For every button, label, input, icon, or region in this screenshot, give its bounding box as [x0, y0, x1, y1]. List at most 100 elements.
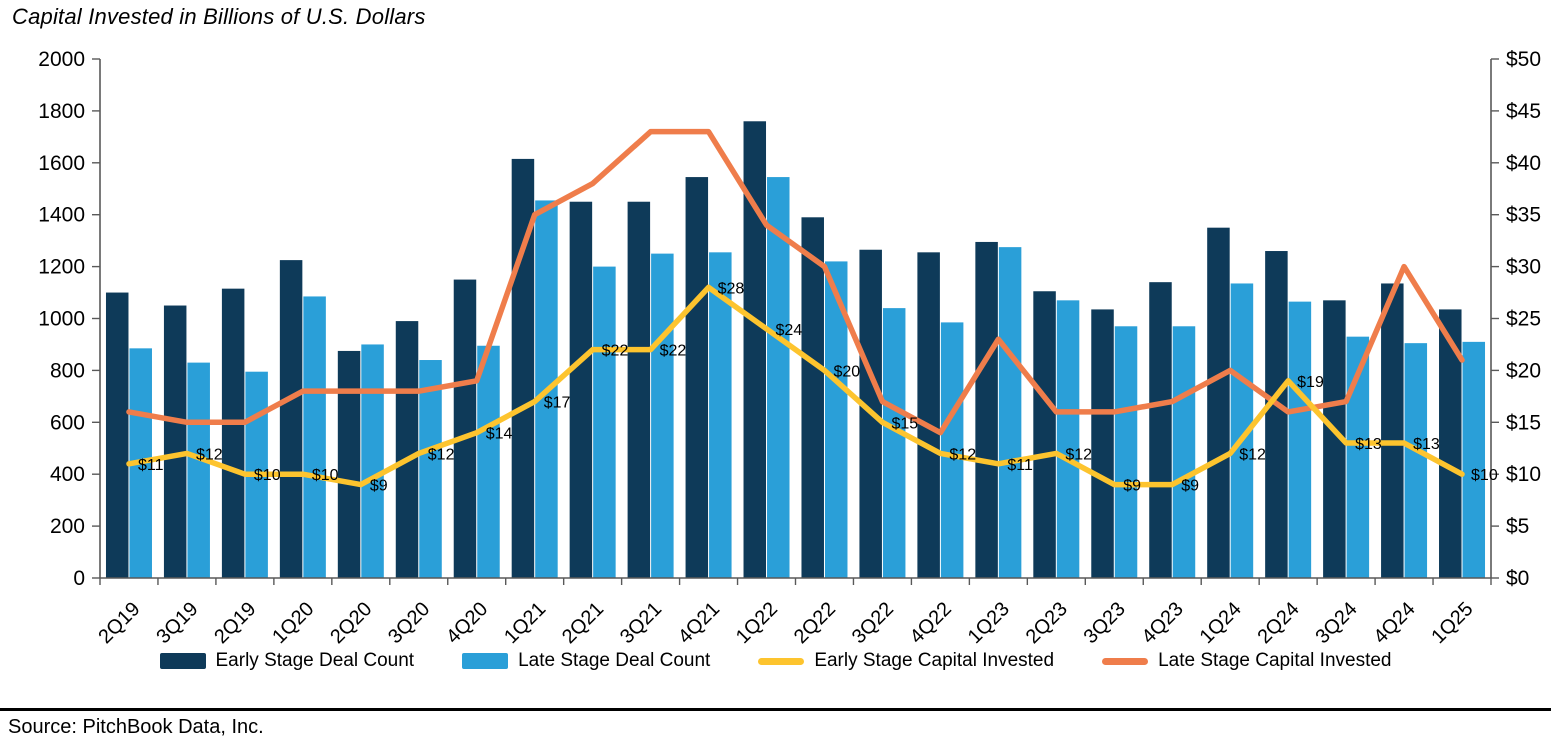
- x-axis-tick-label: 3Q24: [1311, 598, 1361, 648]
- legend-swatch-early-stage-deal-count: [159, 653, 206, 669]
- right-axis-tick-label: $15: [1506, 411, 1541, 434]
- x-axis-tick-label: 1Q23: [964, 598, 1014, 648]
- bar-early-stage-deal-count-1Q24: [1207, 227, 1230, 579]
- left-axis-tick-label: 200: [50, 515, 85, 538]
- data-label: $12: [428, 446, 455, 463]
- bar-late-stage-deal-count-2Q23: [1056, 300, 1080, 578]
- x-axis-tick-label: 1Q25: [1427, 598, 1477, 648]
- bar-early-stage-deal-count-4Q21: [685, 177, 709, 578]
- data-label: $9: [1123, 478, 1141, 495]
- bar-late-stage-deal-count-2Q20: [361, 344, 384, 578]
- footer-divider: [0, 708, 1551, 711]
- bar-early-stage-deal-count-1Q22: [743, 121, 767, 578]
- bar-early-stage-deal-count-4Q23: [1149, 282, 1172, 578]
- source-text: Source: PitchBook Data, Inc.: [8, 716, 264, 738]
- left-axis-tick-label: 0: [73, 567, 85, 590]
- data-label: $13: [1355, 436, 1382, 453]
- data-label: $13: [1413, 436, 1440, 453]
- right-axis-tick-label: $50: [1506, 48, 1541, 71]
- bar-early-stage-deal-count-2Q19: [105, 292, 129, 578]
- right-axis-tick-label: $0: [1506, 567, 1529, 590]
- legend-label-late-stage-capital-invested: Late Stage Capital Invested: [1158, 650, 1392, 671]
- right-axis-tick-label: $25: [1506, 308, 1541, 331]
- bar-late-stage-deal-count-1Q25: [1462, 341, 1486, 578]
- legend-label-early-stage-deal-count: Early Stage Deal Count: [215, 650, 415, 671]
- bar-early-stage-deal-count-3Q20: [395, 321, 419, 578]
- data-label: $20: [833, 363, 860, 380]
- x-axis-tick-label: 3Q20: [384, 598, 434, 648]
- bar-early-stage-deal-count-4Q20: [453, 279, 477, 578]
- x-axis-tick-label: 2Q22: [790, 598, 840, 648]
- data-label: $28: [718, 280, 745, 297]
- data-label: $22: [660, 343, 687, 360]
- x-axis-tick-label: 4Q24: [1369, 598, 1419, 648]
- bar-early-stage-deal-count-2Q19: [221, 288, 245, 578]
- right-axis-tick-label: $35: [1506, 204, 1541, 227]
- data-label: $12: [1065, 446, 1092, 463]
- data-label: $11: [138, 457, 164, 474]
- bar-late-stage-deal-count-4Q24: [1404, 343, 1428, 578]
- bar-early-stage-deal-count-2Q20: [337, 350, 361, 578]
- chart-legend: Early Stage Deal Count Late Stage Deal Co…: [0, 650, 1551, 672]
- bar-early-stage-deal-count-1Q25: [1439, 309, 1462, 578]
- bar-late-stage-deal-count-3Q22: [882, 308, 906, 578]
- left-axis-tick-label: 600: [50, 411, 85, 434]
- data-label: $19: [1297, 374, 1324, 391]
- data-label: $10: [1471, 467, 1498, 484]
- data-label: $9: [370, 478, 388, 495]
- bar-late-stage-deal-count-1Q20: [303, 296, 326, 578]
- data-label: $14: [486, 426, 513, 443]
- bar-early-stage-deal-count-2Q24: [1265, 251, 1288, 578]
- x-axis-tick-label: 4Q20: [442, 598, 492, 648]
- right-axis-tick-label: $20: [1506, 359, 1541, 382]
- left-axis-tick-label: 800: [50, 359, 85, 382]
- legend-swatch-early-stage-capital-invested: [758, 657, 805, 665]
- bar-late-stage-deal-count-4Q22: [940, 322, 964, 578]
- bar-late-stage-deal-count-3Q21: [651, 253, 674, 578]
- right-axis-tick-label: $5: [1506, 515, 1529, 538]
- bar-late-stage-deal-count-2Q24: [1288, 301, 1312, 578]
- right-axis-tick-label: $30: [1506, 256, 1541, 279]
- x-axis-tick-label: 4Q23: [1138, 598, 1188, 648]
- bar-late-stage-deal-count-1Q23: [998, 247, 1022, 578]
- left-axis-tick-label: 1600: [38, 152, 85, 175]
- bar-early-stage-deal-count-3Q19: [163, 305, 187, 578]
- x-axis-tick-label: 1Q20: [268, 598, 318, 648]
- bar-late-stage-deal-count-4Q20: [477, 345, 500, 578]
- bar-early-stage-deal-count-2Q21: [569, 201, 593, 578]
- bar-late-stage-deal-count-3Q23: [1114, 326, 1138, 578]
- bar-late-stage-deal-count-3Q19: [187, 362, 210, 578]
- data-label: $11: [1007, 457, 1033, 474]
- bar-late-stage-deal-count-2Q22: [824, 261, 848, 578]
- x-axis-tick-label: 1Q24: [1196, 598, 1246, 648]
- x-axis-tick-label: 2Q24: [1254, 598, 1304, 648]
- line-late-stage-capital-invested: [126, 128, 1465, 436]
- legend-swatch-late-stage-deal-count: [462, 653, 509, 669]
- right-axis-tick-label: $10: [1506, 463, 1541, 486]
- bar-early-stage-deal-count-2Q23: [1033, 291, 1056, 578]
- x-axis-tick-label: 2Q21: [558, 598, 608, 648]
- right-axis-tick-label: $45: [1506, 100, 1541, 123]
- bar-late-stage-deal-count-1Q24: [1230, 283, 1254, 578]
- data-label: $24: [776, 322, 803, 339]
- data-label: $17: [544, 395, 571, 412]
- bar-early-stage-deal-count-4Q22: [917, 252, 940, 578]
- x-axis-tick-label: 3Q22: [848, 598, 898, 648]
- bar-late-stage-deal-count-3Q24: [1346, 336, 1370, 578]
- legend-item-late-stage-deal-count: Late Stage Deal Count: [462, 650, 710, 672]
- bar-early-stage-deal-count-2Q22: [801, 217, 824, 579]
- legend-item-early-stage-deal-count: Early Stage Deal Count: [159, 650, 415, 672]
- x-axis-tick-label: 2Q19: [210, 598, 260, 648]
- legend-label-late-stage-deal-count: Late Stage Deal Count: [518, 650, 711, 671]
- combo-chart: 2000180016001400120010008006004002000$50…: [38, 48, 1541, 648]
- legend-item-early-stage-capital-invested: Early Stage Capital Invested: [758, 650, 1054, 672]
- bar-late-stage-deal-count-4Q23: [1172, 326, 1196, 578]
- bar-early-stage-deal-count-3Q21: [627, 201, 651, 578]
- bar-early-stage-deal-count-1Q20: [279, 260, 303, 578]
- x-axis-tick-label: 3Q23: [1080, 598, 1130, 648]
- x-axis-tick-label: 2Q23: [1022, 598, 1072, 648]
- x-axis-tick-label: 3Q19: [152, 598, 202, 648]
- x-axis-tick-label: 4Q22: [906, 598, 956, 648]
- left-axis-tick-label: 1400: [38, 204, 85, 227]
